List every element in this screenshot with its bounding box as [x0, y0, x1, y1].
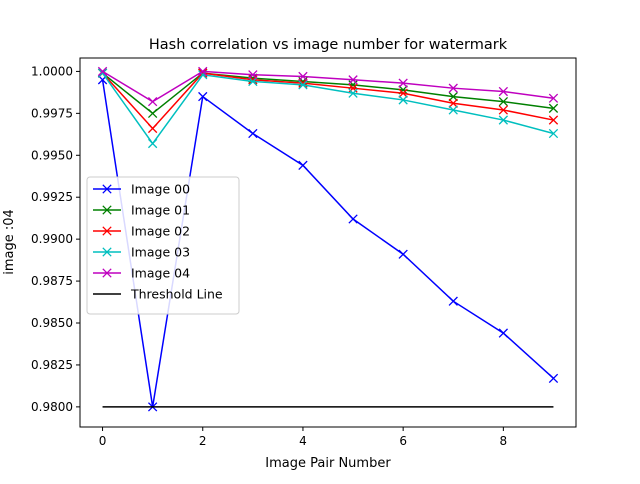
legend-entry: Image 02	[93, 224, 190, 239]
data-point	[147, 108, 158, 119]
y-tick-label: 0.9800	[31, 400, 73, 414]
y-axis-label: image :04	[2, 209, 17, 275]
data-point	[298, 71, 308, 82]
x-axis-label: Image Pair Number	[265, 456, 391, 471]
data-point	[147, 123, 158, 134]
data-point	[548, 128, 559, 139]
data-point	[548, 115, 559, 125]
legend-marker	[102, 184, 112, 194]
axes: 0 2 4 6 8 0.9800 0.9825 0.9850 0.9875 0.9900 0.992…	[31, 57, 577, 448]
x-tick-label: 2	[199, 434, 207, 448]
series-line	[101, 72, 554, 145]
data-point	[498, 86, 509, 97]
data-point	[298, 80, 308, 90]
data-point	[398, 95, 408, 105]
data-point	[147, 138, 158, 149]
y-tick-label: 0.9825	[31, 358, 73, 372]
legend-entry: Threshold Line	[93, 287, 223, 302]
y-tick-label: 0.9925	[31, 190, 73, 204]
data-point	[348, 88, 358, 98]
data-point	[498, 105, 509, 115]
data-point	[248, 70, 258, 80]
series-line	[102, 70, 554, 103]
chart-title: Hash correlation vs image number for wat…	[149, 37, 508, 53]
y-tick-label: 0.9950	[31, 148, 73, 162]
data-point	[548, 373, 559, 384]
legend-box	[86, 176, 240, 315]
series-3	[97, 68, 559, 149]
plot-area	[97, 66, 559, 412]
data-point	[348, 214, 358, 224]
data-point	[448, 91, 458, 102]
data-point	[198, 66, 208, 77]
x-tick-label: 8	[500, 434, 508, 448]
data-point	[398, 88, 408, 98]
data-point	[198, 91, 208, 102]
y-tick-label: 0.9975	[31, 106, 73, 120]
y-tick-label: 1.0000	[31, 64, 73, 78]
legend-label: Image 04	[131, 266, 190, 281]
legend: Image 00 Image 01 Image 02 Image 03 Image 04…	[86, 176, 240, 315]
data-point	[398, 249, 408, 259]
data-point	[498, 96, 509, 107]
series-4	[97, 66, 559, 107]
legend-marker	[102, 247, 112, 257]
legend-marker	[102, 268, 112, 278]
legend-entry: Image 04	[93, 266, 190, 281]
y-tick-label: 0.9900	[31, 232, 73, 246]
data-point	[498, 115, 509, 125]
data-point	[348, 75, 358, 85]
legend-entry: Image 01	[93, 203, 190, 218]
data-point	[448, 83, 458, 93]
x-tick-label: 6	[399, 434, 407, 448]
data-point	[248, 76, 258, 87]
data-point	[548, 93, 559, 103]
data-point	[147, 96, 158, 107]
legend-label: Image 01	[131, 203, 190, 218]
data-point	[97, 66, 108, 77]
legend-label: Threshold Line	[130, 287, 223, 302]
axes-frame	[79, 57, 577, 428]
x-tick-label: 4	[299, 434, 307, 448]
data-point	[548, 103, 559, 113]
legend-label: Image 03	[131, 245, 190, 260]
data-point	[448, 296, 458, 306]
series-line	[101, 72, 554, 130]
legend-label: Image 00	[131, 182, 190, 197]
data-point	[448, 98, 458, 108]
legend-entry: Image 00	[93, 182, 190, 197]
data-point	[398, 78, 408, 88]
data-point	[448, 105, 458, 115]
legend-label: Image 02	[131, 224, 190, 239]
data-point	[298, 160, 308, 171]
legend-marker	[102, 226, 112, 236]
legend-marker	[102, 205, 112, 215]
series-line	[102, 72, 554, 115]
legend-entry: Image 03	[93, 245, 190, 260]
y-tick-label: 0.9875	[31, 274, 73, 288]
data-point	[248, 128, 258, 139]
y-tick-label: 0.9850	[31, 316, 73, 330]
data-point	[97, 68, 108, 78]
x-tick-label: 0	[99, 434, 107, 448]
data-point	[498, 328, 509, 338]
